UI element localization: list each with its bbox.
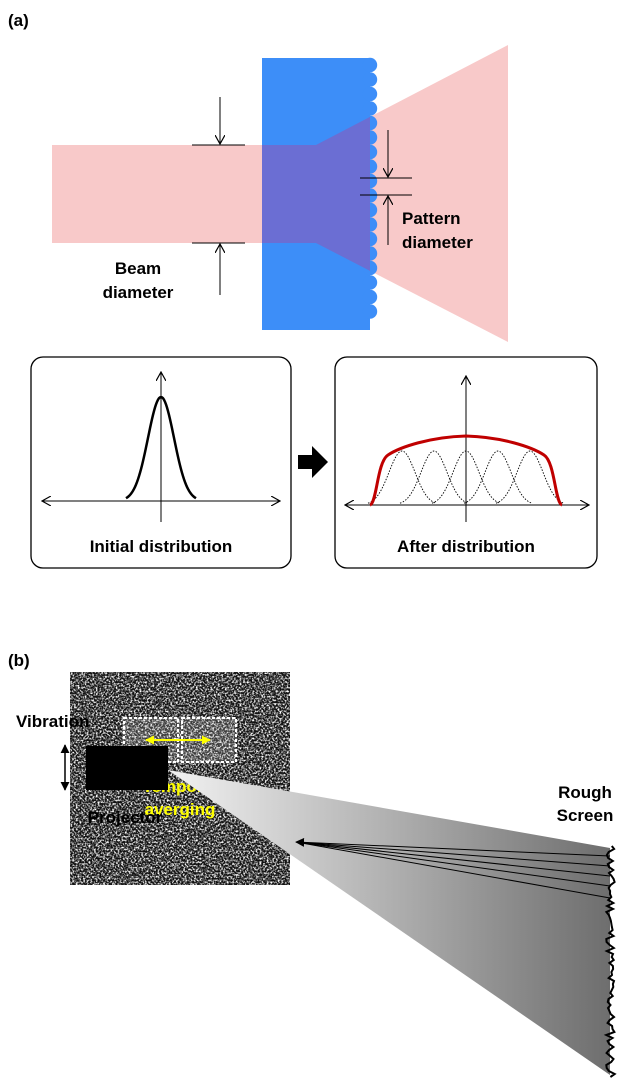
- after-curve: [368, 434, 564, 507]
- transition-arrow: [298, 446, 328, 478]
- component-curve: [463, 450, 533, 504]
- lenslet: [362, 72, 378, 87]
- screen-label: Screen: [557, 806, 614, 825]
- component-curve: [399, 450, 469, 504]
- beam-overlap: [262, 116, 370, 271]
- lenslet: [362, 289, 378, 305]
- ray: [295, 841, 611, 899]
- projection-cone: [168, 770, 610, 1075]
- beam-label: Beam: [115, 259, 161, 278]
- component-curves: [367, 450, 565, 504]
- vibration-label: Vibration: [16, 712, 89, 731]
- component-curve: [495, 450, 565, 504]
- projector-label: Projector: [88, 808, 163, 827]
- pattern-label: Pattern: [402, 209, 461, 228]
- panel-label: (a): [8, 11, 29, 30]
- lenslet: [362, 101, 378, 116]
- scattered-rays: [295, 837, 611, 899]
- initial-curve: [125, 395, 197, 500]
- lenslet: [362, 57, 378, 73]
- ray: [295, 841, 611, 867]
- panel-label: (b): [8, 651, 30, 670]
- ray: [295, 841, 611, 877]
- screen-label: Rough: [558, 783, 612, 802]
- lenslet: [362, 275, 378, 290]
- component-curve: [431, 450, 501, 504]
- box-caption: After distribution: [397, 537, 535, 556]
- beam-label: diameter: [103, 283, 174, 302]
- lenslet: [362, 304, 378, 319]
- averaging-label: averging: [145, 800, 216, 819]
- beam-diameter-marker: [192, 97, 245, 295]
- ray: [295, 837, 611, 857]
- ray: [295, 841, 611, 887]
- lenslet: [362, 86, 378, 102]
- rough-screen: [603, 845, 617, 1078]
- pattern-diameter-marker: [360, 130, 412, 245]
- window: [181, 717, 237, 763]
- box-caption: Initial distribution: [90, 537, 233, 556]
- projector: [86, 746, 168, 790]
- component-curve: [367, 450, 437, 504]
- pattern-label: diameter: [402, 233, 473, 252]
